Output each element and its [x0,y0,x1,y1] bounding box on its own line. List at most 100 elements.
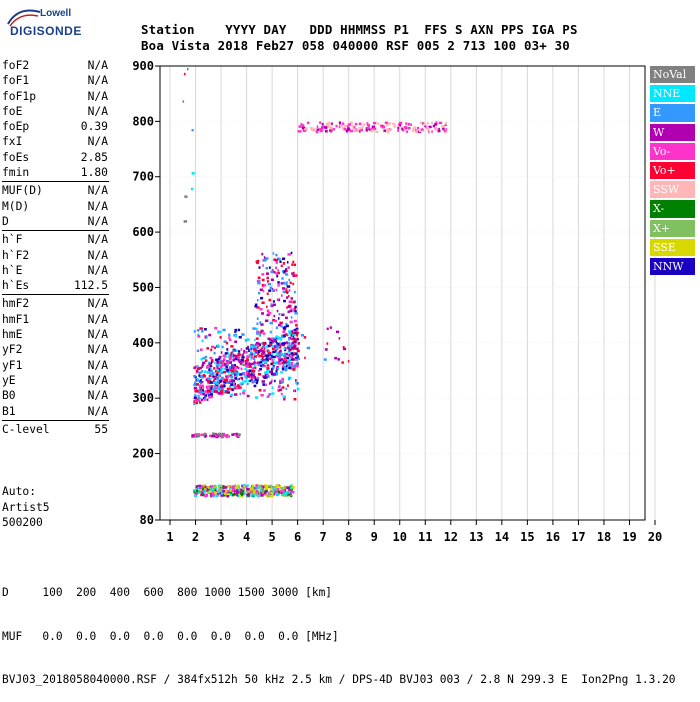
data-point [216,369,219,372]
data-point [332,128,336,131]
data-point [270,379,273,383]
data-point [284,333,288,336]
data-point [327,121,331,125]
x-tick-label: 15 [520,530,534,544]
data-point [330,130,332,133]
data-point [207,486,210,489]
data-point [230,353,232,357]
data-point [285,387,288,390]
data-point [281,386,285,389]
data-point [195,401,198,405]
data-point [278,350,282,353]
data-point [228,358,232,361]
data-point [205,394,208,397]
data-point [214,370,218,373]
data-point [214,361,216,364]
data-point [275,335,279,338]
data-point [256,376,259,380]
data-point [231,489,234,493]
data-point [205,355,208,359]
data-point [277,362,282,365]
data-point [272,300,275,303]
data-point [270,270,274,274]
data-point [272,350,276,354]
data-point [263,376,267,379]
data-point [295,364,299,368]
data-point [310,127,313,130]
data-point [217,388,220,391]
data-point [257,492,260,495]
param-label: h`E [2,263,23,277]
data-point [210,488,214,491]
data-point [242,484,246,487]
data-point [223,340,227,343]
data-point [253,360,256,363]
param-label: M(D) [2,199,30,213]
param-label: yF2 [2,343,23,357]
data-point [244,364,249,367]
data-point [401,128,406,132]
data-point [280,380,284,383]
data-point [225,390,227,394]
data-point [209,392,213,396]
data-point [231,433,235,436]
data-point [227,381,230,384]
data-point [234,349,238,352]
data-point [326,342,329,345]
data-point [229,374,233,377]
data-point [196,349,200,353]
data-point [235,374,238,377]
data-point [241,490,245,493]
data-point [242,389,246,392]
x-tick-label: 13 [469,530,483,544]
data-point [291,364,294,367]
data-point [276,351,279,354]
data-point [256,341,259,345]
data-point [225,365,228,369]
data-point [195,398,198,401]
data-point [286,296,289,299]
logo-arc-icon [7,9,41,27]
data-point [293,398,297,401]
data-point [294,305,297,309]
data-point [269,352,273,355]
data-point [351,124,355,128]
data-point [207,370,209,374]
data-point [236,493,238,497]
data-point [237,494,240,498]
data-point [285,273,289,276]
data-point [217,367,221,371]
data-point [214,326,218,330]
data-point [204,359,208,362]
param-row-clevel: C-level 55 [2,422,110,437]
data-point [257,282,261,285]
data-point [266,374,270,378]
data-point [266,395,270,398]
data-point [272,362,276,365]
data-point [275,492,279,496]
data-point [296,362,299,366]
data-point [235,370,238,374]
data-point [208,394,211,397]
data-point [271,352,273,355]
param-separator [2,181,109,183]
data-point [291,272,294,275]
data-point [210,387,213,390]
data-point [274,319,277,323]
data-point [277,389,280,392]
data-point [237,435,240,438]
data-point [220,359,223,363]
data-point [211,360,214,363]
data-point [218,484,222,487]
data-point [216,361,220,364]
data-point [292,333,294,337]
data-point [214,375,219,379]
data-point [264,374,268,377]
data-point [225,493,229,497]
data-point [202,386,205,390]
data-point [420,121,423,125]
data-point [209,369,213,373]
auto-program: Artist5 [2,500,50,514]
param-label: h`F [2,233,23,247]
data-point [257,494,261,498]
